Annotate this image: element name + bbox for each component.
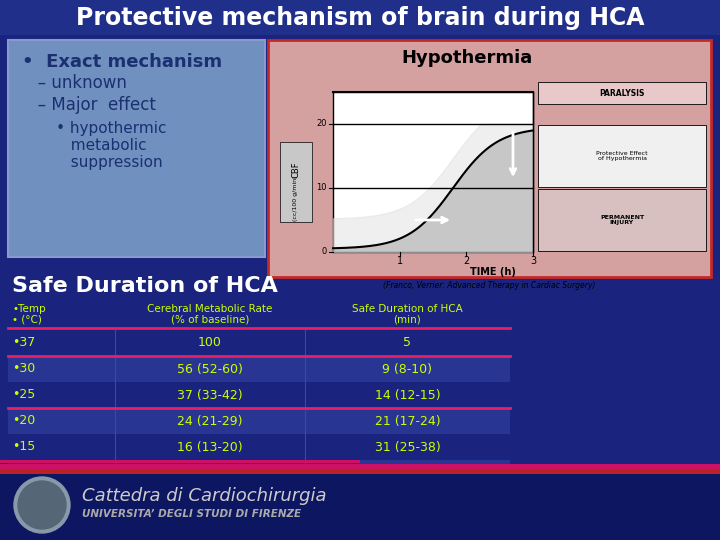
Bar (280, 142, 312, 222)
Text: CBF: CBF (292, 161, 300, 178)
Bar (8, 330, 510, 356)
Text: Safe Duration of HCA: Safe Duration of HCA (352, 304, 463, 314)
Text: Cattedra di Cardiochirurgia: Cattedra di Cardiochirurgia (82, 487, 326, 505)
Text: PERMANENT
INJURY: PERMANENT INJURY (600, 214, 644, 225)
Text: 20: 20 (317, 119, 327, 129)
Bar (0, 469, 720, 474)
Text: 10: 10 (317, 184, 327, 192)
Bar (8, 382, 510, 408)
Text: 45 (36-62): 45 (36-62) (374, 467, 441, 480)
Text: •10: •10 (12, 467, 35, 480)
Text: PARALYSIS: PARALYSIS (599, 89, 644, 98)
Text: Protective mechanism of brain during HCA: Protective mechanism of brain during HCA (76, 6, 644, 30)
Text: 31 (25-38): 31 (25-38) (374, 441, 441, 454)
Text: – unknown: – unknown (22, 74, 127, 92)
Text: (min): (min) (394, 315, 421, 325)
Text: (% of baseline): (% of baseline) (171, 315, 249, 325)
Text: (Franco, Verrier: Advanced Therapy in Cardiac Surgery): (Franco, Verrier: Advanced Therapy in Ca… (383, 280, 595, 289)
Text: 14 (12-15): 14 (12-15) (374, 388, 441, 402)
Bar (538, 189, 706, 251)
Text: •Temp: •Temp (12, 304, 45, 314)
Circle shape (14, 477, 70, 533)
Text: 2: 2 (463, 256, 469, 266)
Text: 100: 100 (198, 336, 222, 349)
Bar (8, 40, 265, 257)
Text: •37: •37 (12, 336, 35, 349)
Text: 21 (17-24): 21 (17-24) (374, 415, 441, 428)
Text: •30: •30 (12, 362, 35, 375)
Text: •20: •20 (12, 415, 35, 428)
Bar (538, 125, 706, 187)
Text: Hypothermia: Hypothermia (402, 49, 533, 67)
Text: Cerebral Metabolic Rate: Cerebral Metabolic Rate (148, 304, 273, 314)
Bar (8, 460, 510, 486)
Text: •25: •25 (12, 388, 35, 402)
Bar (8, 408, 510, 434)
Bar (0, 464, 720, 469)
Text: 5: 5 (403, 336, 412, 349)
Text: • hypothermic: • hypothermic (22, 122, 166, 137)
Bar (268, 40, 711, 277)
Text: •Q10 : 2.3  (to 15 °C; 2.05,  15-11.4 °C; 3.5): •Q10 : 2.3 (to 15 °C; 2.05, 15-11.4 °C; … (8, 495, 253, 505)
Bar (8, 434, 510, 460)
Text: 11 (8-14): 11 (8-14) (181, 467, 239, 480)
Text: 24 (21-29): 24 (21-29) (177, 415, 243, 428)
Bar (0, 474, 720, 540)
Text: •  Exact mechanism: • Exact mechanism (22, 53, 222, 71)
Text: 16 (13-20): 16 (13-20) (177, 441, 243, 454)
Text: 37 (33-42): 37 (33-42) (177, 388, 243, 402)
Bar (0, 460, 360, 463)
Bar (333, 92, 533, 252)
Text: 56 (52-60): 56 (52-60) (177, 362, 243, 375)
Text: (cc/100 g/min): (cc/100 g/min) (294, 176, 299, 221)
Bar (538, 82, 706, 104)
Text: UNIVERSITA’ DEGLI STUDI DI FIRENZE: UNIVERSITA’ DEGLI STUDI DI FIRENZE (82, 509, 301, 519)
Bar (8, 356, 510, 382)
Text: Protective Effect
of Hypothermia: Protective Effect of Hypothermia (596, 151, 648, 161)
Text: – Major  effect: – Major effect (22, 96, 156, 114)
Text: 9 (8-10): 9 (8-10) (382, 362, 433, 375)
Text: TIME (h): TIME (h) (470, 267, 516, 277)
Text: •15: •15 (12, 441, 35, 454)
Text: metabolic: metabolic (22, 138, 147, 153)
Text: • (°C): • (°C) (12, 315, 42, 325)
Text: 1: 1 (397, 256, 402, 266)
Text: suppression: suppression (22, 156, 163, 171)
Text: 0: 0 (322, 247, 327, 256)
Text: Safe Duration of HCA: Safe Duration of HCA (12, 276, 278, 296)
Bar (0, 0, 720, 35)
Circle shape (18, 481, 66, 529)
Text: 3: 3 (530, 256, 536, 266)
Text: (Ann Thorac Surg 1999;67:1893-9): (Ann Thorac Surg 1999;67:1893-9) (515, 469, 649, 477)
